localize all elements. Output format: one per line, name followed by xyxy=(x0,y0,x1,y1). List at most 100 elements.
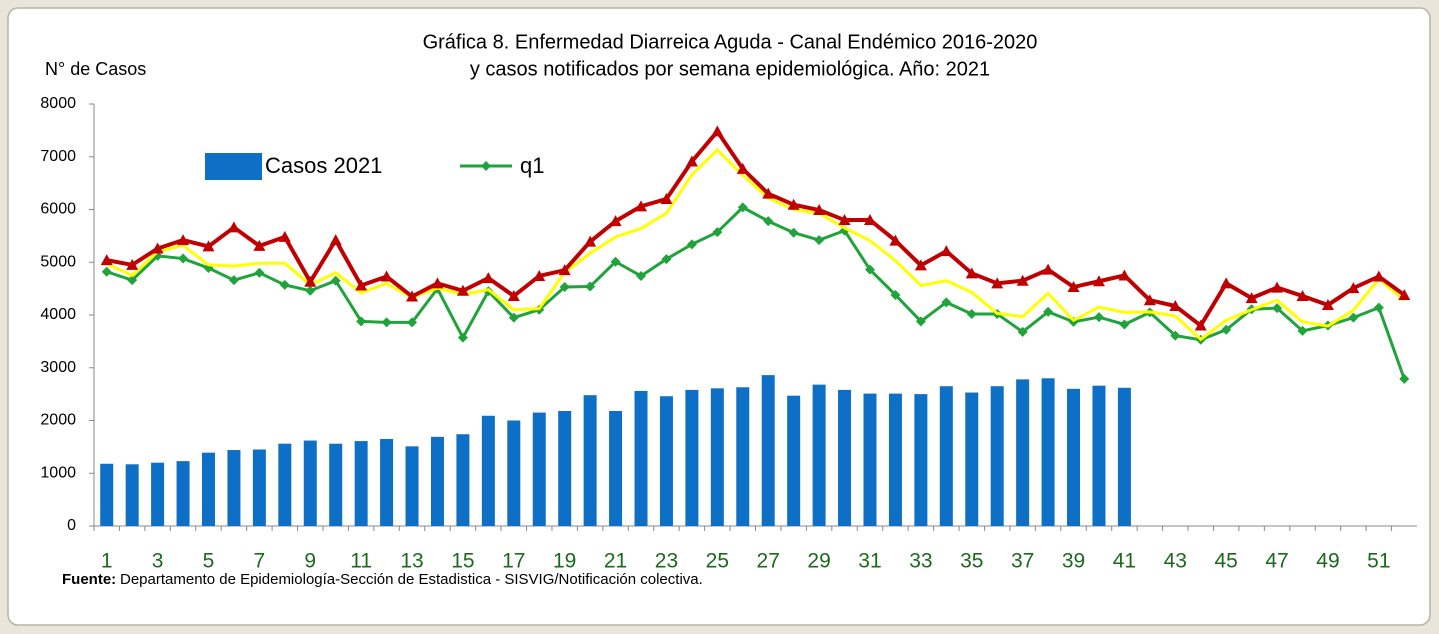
x-tick-label: 19 xyxy=(553,550,576,573)
line-marker xyxy=(1348,312,1359,323)
line-marker xyxy=(1373,302,1384,313)
line-marker xyxy=(635,200,648,212)
y-tick-label: 7000 xyxy=(40,148,76,165)
x-tick-label: 27 xyxy=(757,550,780,573)
x-tick-label: 3 xyxy=(152,550,164,573)
line-marker xyxy=(941,297,952,308)
line-marker xyxy=(686,239,697,250)
bar xyxy=(659,396,673,526)
bar xyxy=(736,387,750,526)
bar xyxy=(227,450,241,526)
line-marker xyxy=(1194,319,1207,331)
line-marker xyxy=(763,216,774,227)
line-marker xyxy=(584,235,597,247)
x-tick-label: 37 xyxy=(1011,550,1034,573)
bar xyxy=(1016,379,1030,526)
x-tick-label: 17 xyxy=(502,550,525,573)
line-marker xyxy=(1399,373,1410,384)
line-marker xyxy=(1245,292,1258,304)
line-marker xyxy=(177,234,190,246)
line-marker xyxy=(685,155,698,167)
line-marker xyxy=(1271,281,1284,293)
bar xyxy=(100,463,114,526)
line-marker xyxy=(991,277,1004,289)
bar xyxy=(456,434,470,526)
line-marker xyxy=(1043,306,1054,317)
bar xyxy=(201,452,215,526)
legend-label: Casos 2021 xyxy=(265,153,382,178)
x-tick-label: 1 xyxy=(101,550,113,573)
line-marker xyxy=(559,282,570,293)
y-tick-label: 1000 xyxy=(40,464,76,481)
bar xyxy=(1067,388,1081,526)
line-marker xyxy=(660,192,673,204)
x-tick-label: 11 xyxy=(350,550,372,573)
bar xyxy=(609,411,623,526)
bar xyxy=(252,449,266,526)
line-marker xyxy=(1143,294,1156,306)
x-tick-label: 43 xyxy=(1164,550,1187,573)
bar xyxy=(329,443,343,526)
line-marker xyxy=(762,187,775,199)
line-marker xyxy=(813,204,826,216)
line-marker xyxy=(228,275,239,286)
line-marker xyxy=(914,259,927,271)
source-label: Fuente: xyxy=(62,571,116,588)
x-tick-label: 51 xyxy=(1367,550,1390,573)
line-marker xyxy=(915,316,926,327)
line xyxy=(106,128,1406,329)
line-marker xyxy=(965,267,978,279)
x-tick-label: 21 xyxy=(604,550,627,573)
line-marker xyxy=(381,317,392,328)
line-marker xyxy=(1297,325,1308,336)
bar xyxy=(939,386,953,526)
line-marker xyxy=(533,269,546,281)
line-marker xyxy=(456,284,469,296)
line-marker xyxy=(736,162,749,174)
line-marker xyxy=(889,234,902,246)
line-marker xyxy=(380,270,393,282)
line xyxy=(106,205,1406,380)
line-marker xyxy=(100,254,113,266)
bar xyxy=(354,441,368,526)
x-tick-label: 47 xyxy=(1265,550,1288,573)
bar xyxy=(812,384,826,526)
line-marker xyxy=(508,312,519,323)
line-marker xyxy=(329,234,342,246)
line-marker xyxy=(1016,274,1029,286)
line-marker xyxy=(585,281,596,292)
line-marker xyxy=(127,275,138,286)
x-tick-label: 41 xyxy=(1113,550,1136,573)
bar xyxy=(634,390,648,526)
bar xyxy=(838,389,852,526)
line-marker xyxy=(609,215,622,227)
x-tick-label: 9 xyxy=(304,550,316,573)
line-marker xyxy=(481,161,491,171)
y-tick-label: 2000 xyxy=(40,412,76,429)
x-tick-label: 39 xyxy=(1062,550,1085,573)
line-marker xyxy=(1220,277,1233,289)
bar xyxy=(1117,387,1131,526)
bar xyxy=(863,393,877,526)
y-tick-label: 0 xyxy=(67,517,76,534)
line-marker xyxy=(1221,324,1232,335)
line-marker xyxy=(814,235,825,246)
x-tick-label: 23 xyxy=(655,550,678,573)
y-tick-label: 5000 xyxy=(40,253,76,270)
x-tick-label: 25 xyxy=(706,550,729,573)
line-marker xyxy=(101,266,112,277)
line-marker xyxy=(863,214,876,226)
line-marker xyxy=(151,242,164,254)
bar xyxy=(558,411,572,526)
y-axis-label: N° de Casos xyxy=(45,59,146,79)
line-marker xyxy=(457,332,468,343)
line-marker xyxy=(1118,269,1131,281)
bar xyxy=(761,375,775,526)
line xyxy=(106,147,1406,342)
line-marker xyxy=(431,277,444,289)
line-marker xyxy=(356,316,367,327)
card xyxy=(7,7,1431,626)
bar xyxy=(278,443,292,526)
bar xyxy=(176,461,190,526)
